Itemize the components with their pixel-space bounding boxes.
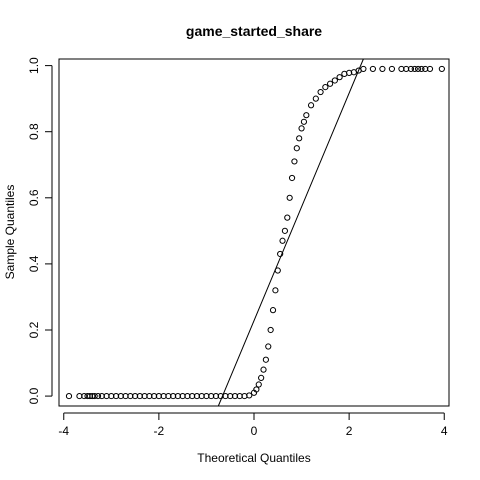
data-point	[279, 237, 286, 244]
data-point	[414, 65, 422, 73]
data-point	[277, 250, 284, 258]
data-point	[81, 392, 88, 400]
data-point	[300, 118, 308, 125]
plot-area-frame	[58, 58, 450, 407]
data-point	[260, 366, 267, 373]
x-tick-label: 4	[441, 424, 448, 438]
data-point	[296, 135, 303, 142]
data-point	[360, 65, 367, 73]
data-point	[281, 227, 289, 234]
reference-line-group	[217, 58, 364, 407]
data-point	[89, 392, 96, 400]
data-point	[286, 194, 293, 201]
x-axis-label: Theoretical Quantiles	[197, 451, 310, 465]
data-point	[246, 392, 253, 399]
data-point	[418, 65, 425, 73]
data-point	[303, 112, 310, 119]
data-point	[269, 307, 277, 314]
data-point	[94, 392, 102, 400]
data-point	[284, 214, 291, 221]
x-tick-label: 0	[251, 424, 258, 438]
y-tick-label: 0.8	[27, 123, 41, 140]
y-tick-label: 1.0	[27, 57, 41, 74]
y-tick-label: 0.6	[27, 189, 41, 206]
y-axis-label: Sample Quantiles	[3, 185, 17, 280]
data-point	[426, 65, 434, 73]
data-point	[65, 392, 73, 400]
data-point	[369, 65, 377, 73]
data-point	[293, 145, 300, 152]
data-point	[326, 80, 334, 87]
data-point	[298, 125, 305, 132]
data-point	[322, 83, 329, 91]
data-point	[255, 381, 262, 388]
data-point	[312, 95, 319, 102]
data-point	[379, 65, 386, 73]
x-axis: -4 -2 0 2 4	[58, 412, 448, 438]
x-tick-label: -2	[154, 424, 165, 438]
data-point	[438, 65, 445, 73]
y-tick-label: 0.2	[27, 321, 41, 338]
y-axis: 0.0 0.2 0.4 0.6 0.8 1.0	[27, 57, 53, 404]
qq-reference-line	[217, 58, 364, 407]
data-point	[388, 65, 396, 73]
data-point	[267, 326, 274, 334]
data-point	[288, 174, 296, 182]
x-tick-label: 2	[346, 424, 353, 438]
data-point	[336, 74, 343, 81]
data-point	[265, 343, 272, 350]
data-point	[307, 102, 315, 109]
data-point	[262, 356, 269, 363]
y-tick-label: 0.4	[27, 255, 41, 272]
points-group	[65, 65, 445, 400]
data-point	[91, 392, 98, 400]
data-point	[272, 287, 279, 294]
data-point	[258, 374, 265, 382]
data-point	[317, 88, 324, 96]
x-tick-label: -4	[58, 424, 69, 438]
data-point	[291, 158, 298, 165]
data-point	[407, 65, 415, 73]
data-point	[331, 77, 338, 84]
data-point	[411, 65, 418, 73]
y-tick-label: 0.0	[27, 387, 41, 404]
data-point	[274, 267, 281, 274]
chart-title: game_started_share	[186, 23, 322, 39]
data-point	[253, 386, 260, 393]
